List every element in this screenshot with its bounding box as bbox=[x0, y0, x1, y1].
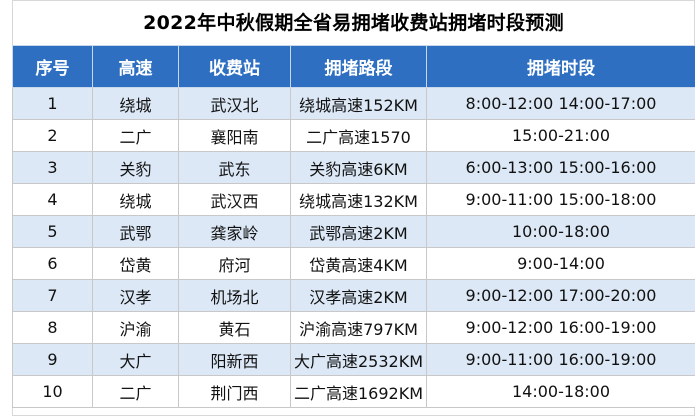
table-row: 1 绕城 武汉北 绕城高速152KM 8:00-12:00 14:00-17:00 bbox=[12, 87, 695, 120]
cell-highway: 沪渝 bbox=[92, 311, 179, 344]
cell-congested-section: 关豹高速6KM bbox=[290, 151, 427, 184]
cell-toll-station: 阳新西 bbox=[178, 343, 291, 376]
cell-toll-station: 龚家岭 bbox=[178, 215, 291, 248]
cell-index: 3 bbox=[12, 151, 93, 184]
cell-congested-section: 大广高速2532KM bbox=[290, 343, 427, 376]
table-frame: 2022年中秋假期全省易拥堵收费站拥堵时段预测 序号 高速 收费站 拥堵路段 拥… bbox=[12, 0, 695, 416]
cell-index: 1 bbox=[12, 87, 93, 120]
header-index: 序号 bbox=[12, 45, 93, 88]
table-row: 7 汉孝 机场北 汉孝高速2KM 9:00-12:00 17:00-20:00 bbox=[12, 279, 695, 312]
cell-toll-station: 荆门西 bbox=[178, 375, 291, 408]
cell-toll-station: 武汉西 bbox=[178, 183, 291, 216]
cell-index: 9 bbox=[12, 343, 93, 376]
table-row: 6 岱黄 府河 岱黄高速4KM 9:00-14:00 bbox=[12, 247, 695, 280]
cell-highway: 大广 bbox=[92, 343, 179, 376]
cell-highway: 二广 bbox=[92, 119, 179, 152]
header-congestion-period: 拥堵时段 bbox=[426, 45, 695, 88]
cell-highway: 绕城 bbox=[92, 87, 179, 120]
cell-congestion-period: 6:00-13:00 15:00-16:00 bbox=[426, 151, 695, 184]
cell-congested-section: 岱黄高速4KM bbox=[290, 247, 427, 280]
header-highway: 高速 bbox=[92, 45, 179, 88]
cell-index: 4 bbox=[12, 183, 93, 216]
cell-congested-section: 二广高速1692KM bbox=[290, 375, 427, 408]
cell-congestion-period: 10:00-18:00 bbox=[426, 215, 695, 248]
cell-congested-section: 武鄂高速2KM bbox=[290, 215, 427, 248]
cell-highway: 二广 bbox=[92, 375, 179, 408]
cell-toll-station: 府河 bbox=[178, 247, 291, 280]
cell-congestion-period: 14:00-18:00 bbox=[426, 375, 695, 408]
cell-highway: 关豹 bbox=[92, 151, 179, 184]
table-row: 4 绕城 武汉西 绕城高速132KM 9:00-11:00 15:00-18:00 bbox=[12, 183, 695, 216]
cell-congested-section: 绕城高速152KM bbox=[290, 87, 427, 120]
cell-highway: 武鄂 bbox=[92, 215, 179, 248]
table-row: 2 二广 襄阳南 二广高速1570 15:00-21:00 bbox=[12, 119, 695, 152]
table-row: 9 大广 阳新西 大广高速2532KM 9:00-11:00 16:00-19:00 bbox=[12, 343, 695, 376]
cell-congestion-period: 15:00-21:00 bbox=[426, 119, 695, 152]
cell-congestion-period: 9:00-11:00 15:00-18:00 bbox=[426, 183, 695, 216]
cell-toll-station: 黄石 bbox=[178, 311, 291, 344]
table-row: 10 二广 荆门西 二广高速1692KM 14:00-18:00 bbox=[12, 375, 695, 408]
cell-index: 10 bbox=[12, 375, 93, 408]
cell-congested-section: 绕城高速132KM bbox=[290, 183, 427, 216]
cell-highway: 汉孝 bbox=[92, 279, 179, 312]
cell-toll-station: 武东 bbox=[178, 151, 291, 184]
cell-index: 8 bbox=[12, 311, 93, 344]
table-row: 5 武鄂 龚家岭 武鄂高速2KM 10:00-18:00 bbox=[12, 215, 695, 248]
cell-congested-section: 沪渝高速797KM bbox=[290, 311, 427, 344]
cell-highway: 绕城 bbox=[92, 183, 179, 216]
cell-index: 5 bbox=[12, 215, 93, 248]
cell-congestion-period: 8:00-12:00 14:00-17:00 bbox=[426, 87, 695, 120]
cell-congestion-period: 9:00-12:00 17:00-20:00 bbox=[426, 279, 695, 312]
header-congested-section: 拥堵路段 bbox=[290, 45, 427, 88]
table-row: 8 沪渝 黄石 沪渝高速797KM 9:00-12:00 16:00-19:00 bbox=[12, 311, 695, 344]
cell-index: 2 bbox=[12, 119, 93, 152]
header-row: 序号 高速 收费站 拥堵路段 拥堵时段 bbox=[12, 45, 695, 88]
cell-congestion-period: 9:00-11:00 16:00-19:00 bbox=[426, 343, 695, 376]
header-toll-station: 收费站 bbox=[178, 45, 291, 88]
cell-congested-section: 汉孝高速2KM bbox=[290, 279, 427, 312]
cell-toll-station: 武汉北 bbox=[178, 87, 291, 120]
table-row: 3 关豹 武东 关豹高速6KM 6:00-13:00 15:00-16:00 bbox=[12, 151, 695, 184]
cell-toll-station: 机场北 bbox=[178, 279, 291, 312]
cell-toll-station: 襄阳南 bbox=[178, 119, 291, 152]
cell-index: 7 bbox=[12, 279, 93, 312]
table-title: 2022年中秋假期全省易拥堵收费站拥堵时段预测 bbox=[143, 12, 564, 34]
congestion-table: 序号 高速 收费站 拥堵路段 拥堵时段 1 绕城 武汉北 绕城高速152KM 8:00-… bbox=[12, 45, 695, 408]
cell-congestion-period: 9:00-14:00 bbox=[426, 247, 695, 280]
cell-highway: 岱黄 bbox=[92, 247, 179, 280]
cell-congestion-period: 9:00-12:00 16:00-19:00 bbox=[426, 311, 695, 344]
cell-index: 6 bbox=[12, 247, 93, 280]
cell-congested-section: 二广高速1570 bbox=[290, 119, 427, 152]
